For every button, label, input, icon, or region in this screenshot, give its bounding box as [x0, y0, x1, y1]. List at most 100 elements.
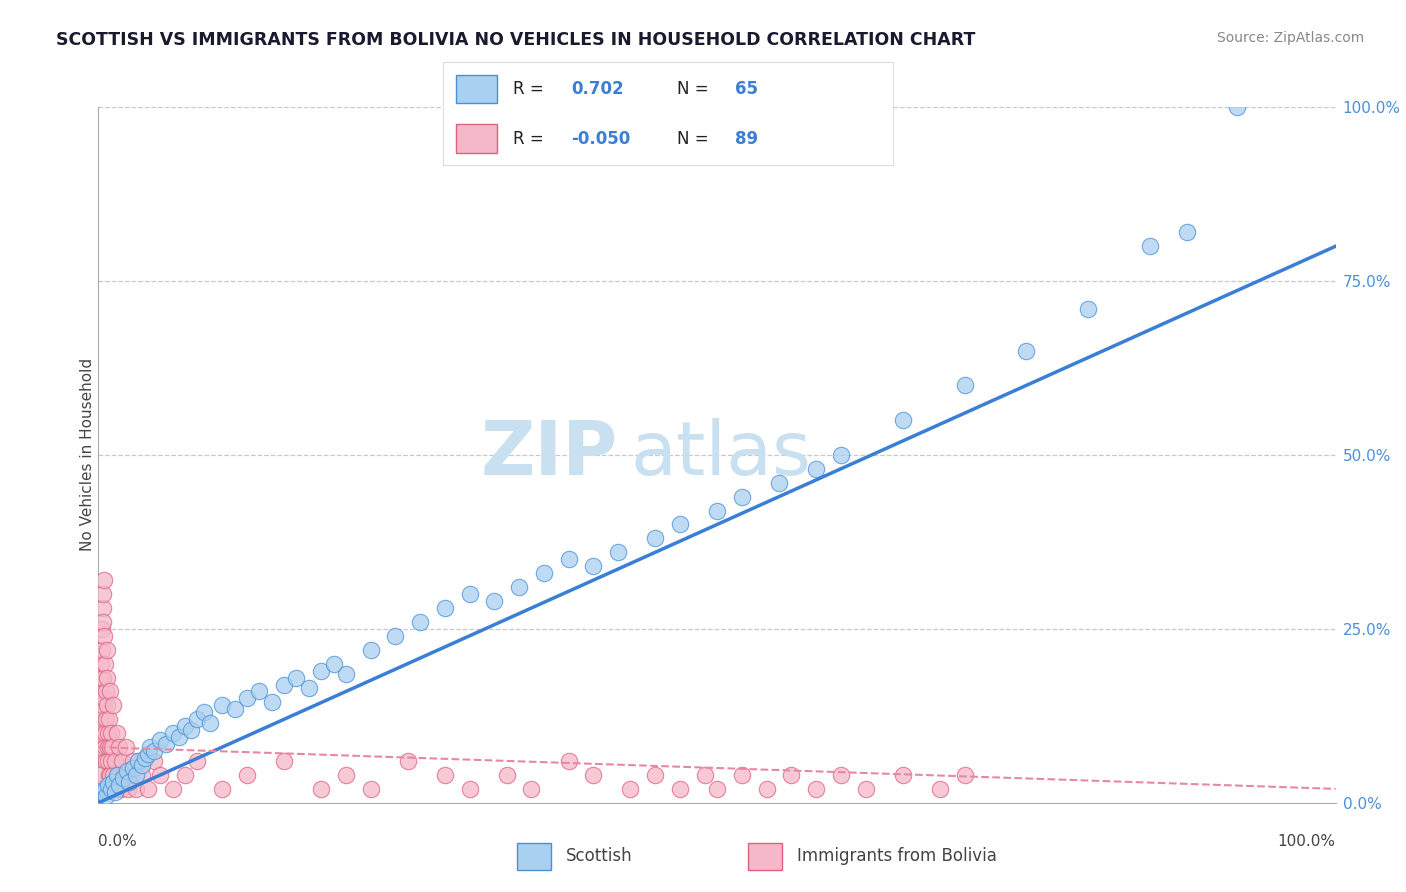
Text: -0.050: -0.050 — [571, 130, 630, 148]
Point — [458, 781, 481, 796]
Point — [224, 702, 246, 716]
Point — [93, 573, 115, 587]
Point — [731, 490, 754, 504]
Point — [644, 532, 666, 546]
Point — [533, 566, 555, 581]
Point — [98, 768, 121, 782]
Point — [211, 698, 233, 713]
Point — [111, 754, 134, 768]
Point — [103, 698, 125, 713]
Point — [93, 657, 115, 671]
Point — [100, 726, 122, 740]
FancyBboxPatch shape — [748, 843, 782, 870]
Point — [101, 768, 124, 782]
Point — [484, 594, 506, 608]
Point — [557, 552, 579, 566]
Point — [731, 768, 754, 782]
Text: 100.0%: 100.0% — [1278, 834, 1336, 849]
Point — [804, 781, 827, 796]
Point — [122, 754, 145, 768]
Point — [520, 781, 543, 796]
Point — [458, 587, 481, 601]
Point — [669, 781, 692, 796]
Point — [143, 744, 166, 758]
Point — [433, 601, 456, 615]
Point — [107, 768, 129, 782]
Point — [94, 684, 117, 698]
Point — [186, 754, 208, 768]
Point — [855, 781, 877, 796]
Point — [90, 671, 112, 685]
Point — [91, 601, 114, 615]
Point — [98, 781, 121, 796]
Point — [768, 475, 790, 490]
FancyBboxPatch shape — [457, 75, 496, 103]
Text: 0.702: 0.702 — [571, 79, 624, 97]
Text: SCOTTISH VS IMMIGRANTS FROM BOLIVIA NO VEHICLES IN HOUSEHOLD CORRELATION CHART: SCOTTISH VS IMMIGRANTS FROM BOLIVIA NO V… — [56, 31, 976, 49]
Point — [93, 629, 115, 643]
Point — [122, 761, 145, 775]
Point — [139, 740, 162, 755]
Point — [100, 781, 122, 796]
Point — [335, 667, 357, 681]
Point — [93, 691, 115, 706]
Point — [273, 754, 295, 768]
Point — [100, 754, 122, 768]
Point — [143, 754, 166, 768]
Point — [96, 698, 118, 713]
Point — [103, 775, 125, 789]
Point — [1175, 225, 1198, 239]
Point — [557, 754, 579, 768]
Point — [136, 781, 159, 796]
Point — [90, 726, 112, 740]
Point — [115, 764, 138, 779]
Point — [91, 587, 114, 601]
Point — [186, 712, 208, 726]
Text: atlas: atlas — [630, 418, 811, 491]
Text: 65: 65 — [735, 79, 758, 97]
Point — [93, 781, 115, 796]
Point — [155, 737, 177, 751]
Point — [97, 740, 120, 755]
Point — [236, 768, 259, 782]
Point — [127, 754, 149, 768]
Point — [285, 671, 308, 685]
Point — [112, 768, 135, 782]
Point — [830, 448, 852, 462]
Point — [110, 781, 132, 796]
Point — [360, 781, 382, 796]
Text: ZIP: ZIP — [481, 418, 619, 491]
Point — [495, 768, 517, 782]
Point — [780, 768, 803, 782]
Point — [97, 778, 120, 792]
Point — [124, 781, 146, 796]
FancyBboxPatch shape — [517, 843, 551, 870]
Point — [90, 698, 112, 713]
Point — [134, 750, 156, 764]
Point — [89, 712, 111, 726]
Point — [409, 615, 432, 629]
Point — [96, 754, 118, 768]
Point — [706, 781, 728, 796]
Point — [103, 754, 125, 768]
Point — [755, 781, 778, 796]
Point — [273, 677, 295, 691]
Point — [98, 684, 121, 698]
Point — [105, 726, 128, 740]
Point — [108, 778, 131, 792]
Point — [211, 781, 233, 796]
Point — [105, 768, 128, 782]
Point — [117, 781, 139, 796]
Point — [162, 726, 184, 740]
Text: N =: N = — [676, 79, 709, 97]
Point — [90, 657, 112, 671]
Point — [118, 775, 141, 789]
Point — [97, 712, 120, 726]
Y-axis label: No Vehicles in Household: No Vehicles in Household — [80, 359, 94, 551]
FancyBboxPatch shape — [457, 124, 496, 153]
Point — [97, 726, 120, 740]
Point — [508, 580, 530, 594]
Point — [108, 740, 131, 755]
Text: R =: R = — [513, 130, 543, 148]
Point — [124, 768, 146, 782]
